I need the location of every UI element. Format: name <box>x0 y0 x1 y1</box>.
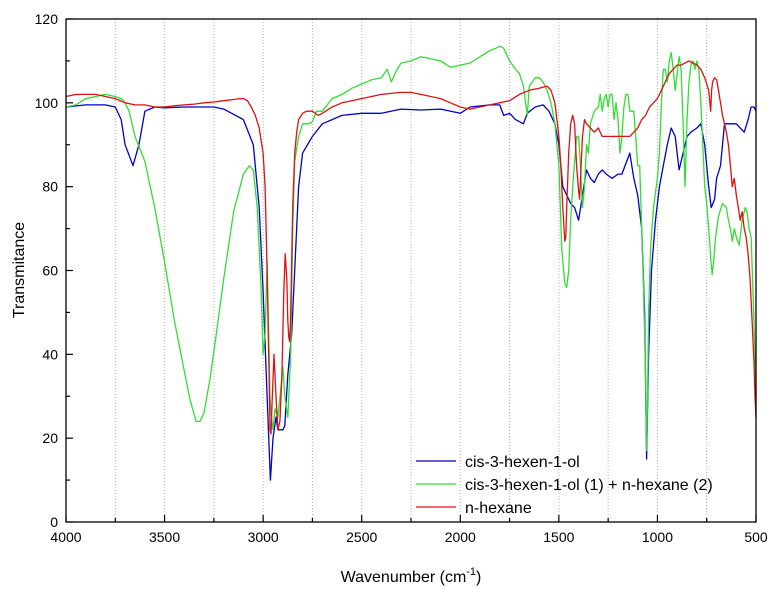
x-axis-title: Wavenumber (cm-1) <box>341 566 482 586</box>
x-tick-label: 3500 <box>149 529 180 545</box>
legend: cis-3-hexen-1-ol cis-3-hexen-1-ol (1) + … <box>416 454 713 517</box>
x-tick-label: 2000 <box>445 529 476 545</box>
series-line-n-hexane <box>65 60 757 435</box>
y-tick-label: 80 <box>42 179 58 195</box>
x-tick-label: 2500 <box>346 529 377 545</box>
y-tick-label: 20 <box>42 430 58 446</box>
x-tick-label: 1500 <box>543 529 574 545</box>
series-line-mixture <box>65 45 757 452</box>
series-line-cis-3-hexen-1-ol <box>65 104 757 481</box>
legend-label-n-hexane: n-hexane <box>465 500 532 517</box>
x-tick-label: 3000 <box>248 529 279 545</box>
y-tick-label: 0 <box>50 514 58 530</box>
series-lines <box>65 45 757 481</box>
x-tick-label: 4000 <box>50 529 81 545</box>
y-tick-label: 100 <box>35 95 59 111</box>
legend-label-mixture: cis-3-hexen-1-ol (1) + n-hexane (2) <box>465 477 713 494</box>
x-tick-label: 1000 <box>642 529 673 545</box>
y-tick-label: 120 <box>35 11 59 27</box>
x-tick-label: 500 <box>744 529 768 545</box>
y-tick-label: 40 <box>42 346 58 362</box>
x-axis-ticks: 4000 3500 3000 2500 2000 1500 1000 500 <box>50 515 768 545</box>
y-axis-title: Transmitance <box>11 222 28 318</box>
y-axis-ticks: 0 20 40 60 80 100 120 <box>35 11 73 530</box>
y-tick-label: 60 <box>42 263 58 279</box>
legend-label-cis-3-hexen-1-ol: cis-3-hexen-1-ol <box>465 454 580 471</box>
